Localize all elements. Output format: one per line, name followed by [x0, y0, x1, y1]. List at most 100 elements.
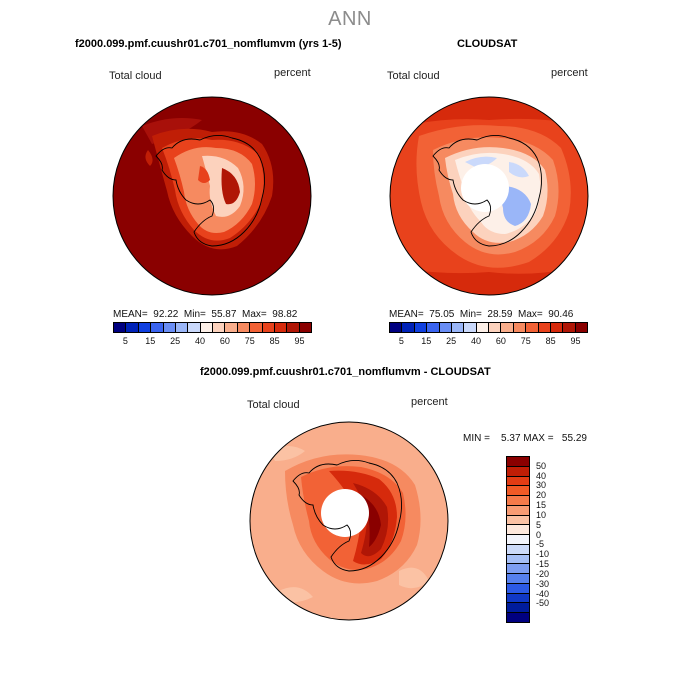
colorbar-swatch: [507, 593, 529, 604]
colorbar-swatch: [250, 323, 263, 332]
no-data-hole: [321, 489, 369, 537]
colorbar-tick-label: 15: [145, 336, 156, 346]
colorbar-swatch: [507, 515, 529, 526]
colorbar-swatch: [507, 486, 529, 497]
colorbar-ticks-cloudsat: 5 15 25 40 60 75 85 95: [389, 336, 586, 348]
colorbar-swatch: [507, 544, 529, 555]
colorbar-swatch: [507, 535, 529, 545]
map-boundary: [112, 96, 312, 296]
colorbar-tick-label: 30: [536, 480, 547, 491]
colorbar-tick-label: 75: [244, 336, 255, 346]
panel-title-difference: f2000.099.pmf.cuushr01.c701_nomflumvm - …: [200, 366, 491, 378]
units-label-model: percent: [274, 67, 311, 79]
units-label-cloudsat: percent: [551, 67, 588, 79]
colorbar-cloudsat: [389, 322, 588, 333]
variable-label-model: Total cloud: [109, 70, 162, 82]
colorbar-model: [113, 322, 312, 333]
colorbar-swatch: [274, 323, 288, 332]
map-contour: [509, 162, 529, 178]
mean-label: MEAN=: [389, 309, 424, 320]
colorbar-tick-label: 50: [536, 460, 547, 471]
colorbar-swatch: [507, 564, 529, 575]
colorbar-tick-label: -15: [536, 559, 550, 570]
colorbar-tick-label: 15: [536, 500, 547, 511]
colorbar-swatch: [489, 323, 502, 332]
colorbar-swatch: [213, 323, 226, 332]
colorbar-tick-label: 40: [471, 336, 482, 346]
mean-label: MEAN=: [113, 309, 148, 320]
coastline: [292, 460, 402, 572]
stats-model: MEAN= 92.22 Min= 55.87 Max= 98.82: [113, 309, 297, 320]
coastline: [432, 135, 542, 247]
colorbar-swatch: [507, 613, 529, 623]
colorbar-tick-label: 10: [536, 509, 547, 520]
colorbar-tick-label: -50: [536, 598, 550, 609]
colorbar-swatch: [151, 323, 164, 332]
colorbar-tick-label: 25: [170, 336, 181, 346]
map-boundary: [249, 421, 449, 621]
map-contour: [145, 150, 153, 166]
colorbar-swatch: [114, 323, 127, 332]
polar-map-model: [112, 96, 312, 296]
map-contour: [399, 567, 429, 589]
map-contour: [198, 166, 210, 183]
colorbar-swatch: [262, 323, 275, 332]
colorbar-swatch: [439, 323, 452, 332]
colorbar-swatch: [507, 525, 529, 536]
colorbar-tick-label: 85: [269, 336, 280, 346]
colorbar-swatch: [464, 323, 477, 332]
colorbar-swatch: [507, 466, 529, 477]
map-contour: [501, 186, 531, 226]
colorbar-swatch: [507, 476, 529, 487]
colorbar-tick-label: 0: [536, 529, 542, 540]
polar-map-cloudsat: [389, 96, 589, 296]
colorbar-tick-label: -10: [536, 549, 550, 560]
colorbar-swatch: [225, 323, 238, 332]
variable-label-cloudsat: Total cloud: [387, 70, 440, 82]
colorbar-swatch: [138, 323, 152, 332]
colorbar-tick-label: 5: [536, 519, 542, 530]
colorbar-tick-label: 20: [536, 490, 547, 501]
colorbar-swatch: [550, 323, 564, 332]
colorbar-swatch: [427, 323, 440, 332]
colorbar-swatch: [402, 323, 415, 332]
colorbar-swatch: [575, 323, 587, 332]
colorbar-tick-label: 15: [421, 336, 432, 346]
colorbar-swatch: [414, 323, 428, 332]
panel-title-model: f2000.099.pmf.cuushr01.c701_nomflumvm (y…: [75, 38, 342, 50]
colorbar-tick-label: 40: [195, 336, 206, 346]
polar-map-difference: [249, 421, 449, 621]
colorbar-swatch: [563, 323, 576, 332]
colorbar-swatch: [507, 554, 529, 565]
max-label: Max=: [242, 309, 267, 320]
colorbar-swatch: [390, 323, 403, 332]
variable-label-difference: Total cloud: [247, 399, 300, 411]
colorbar-tick-label: 60: [495, 336, 506, 346]
colorbar-swatch: [501, 323, 514, 332]
colorbar-tick-label: 95: [570, 336, 581, 346]
min-value: 28.59: [487, 309, 513, 320]
colorbar-swatch: [507, 583, 529, 594]
colorbar-swatch: [126, 323, 139, 332]
colorbar-tick-label: -5: [536, 539, 545, 550]
colorbar-swatch: [507, 505, 529, 516]
min-label: Min=: [183, 309, 206, 320]
colorbar-tick-label: -20: [536, 568, 550, 579]
min-label: Min=: [459, 309, 482, 320]
colorbar-tick-label: 5: [398, 336, 404, 346]
colorbar-swatch: [507, 574, 529, 584]
colorbar-swatch: [237, 323, 251, 332]
coastline: [155, 135, 265, 247]
mean-value: 75.05: [429, 309, 455, 320]
colorbar-tick-label: 25: [446, 336, 457, 346]
no-data-hole: [461, 164, 509, 212]
colorbar-tick-label: 85: [545, 336, 556, 346]
colorbar-tick-label: 75: [520, 336, 531, 346]
colorbar-swatch: [507, 603, 529, 614]
max-label: Max=: [518, 309, 543, 320]
colorbar-tick-label: 5: [122, 336, 128, 346]
colorbar-swatch: [476, 323, 489, 332]
map-boundary: [389, 96, 589, 296]
colorbar-swatch: [507, 457, 529, 467]
panel-title-cloudsat: CLOUDSAT: [457, 38, 518, 50]
